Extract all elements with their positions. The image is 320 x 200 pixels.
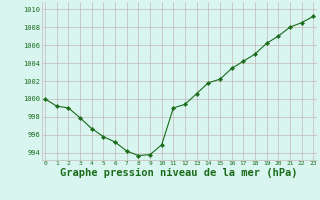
- X-axis label: Graphe pression niveau de la mer (hPa): Graphe pression niveau de la mer (hPa): [60, 168, 298, 178]
